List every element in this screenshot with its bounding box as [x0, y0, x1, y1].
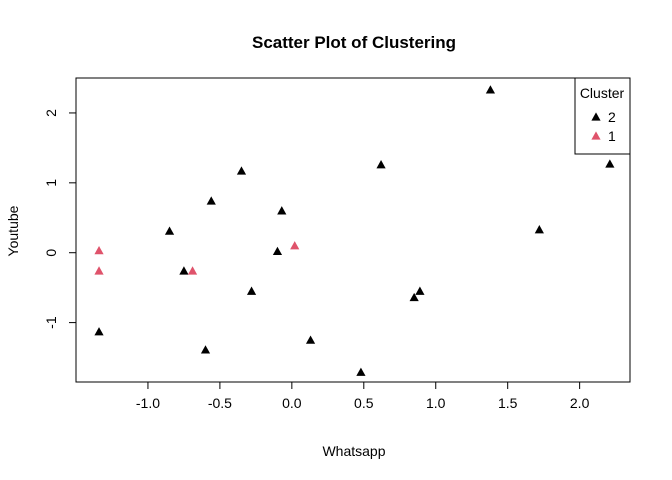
data-point-cluster-1	[290, 241, 300, 250]
data-point-cluster-1	[94, 266, 104, 275]
data-point-cluster-2	[409, 292, 419, 302]
x-tick-label: 0.0	[282, 395, 302, 411]
data-point-cluster-2	[236, 166, 247, 175]
x-axis-label: Whatsapp	[322, 443, 385, 459]
x-tick-label: 0.5	[354, 395, 374, 411]
data-point-cluster-2	[415, 286, 425, 295]
legend-entries: 21	[591, 109, 616, 144]
data-point-cluster-2	[246, 286, 257, 295]
x-tick-label: 1.5	[498, 395, 518, 411]
data-point-cluster-2	[206, 196, 216, 205]
data-point-cluster-2	[179, 266, 189, 275]
data-point-cluster-2	[305, 335, 316, 344]
y-tick-label: -1	[43, 316, 59, 329]
legend-marker-cluster-1	[591, 131, 601, 140]
x-tick-label: 1.0	[426, 395, 446, 411]
data-point-cluster-2	[164, 226, 175, 235]
data-point-cluster-2	[485, 85, 496, 94]
data-point-cluster-2	[277, 206, 287, 215]
y-tick-label: 2	[43, 109, 59, 117]
x-tick-label: 2.0	[570, 395, 590, 411]
data-point-cluster-2	[200, 345, 211, 354]
legend: Cluster 21	[574, 77, 631, 155]
y-axis-label: Youtube	[5, 205, 21, 256]
data-point-cluster-1	[94, 246, 104, 255]
data-points	[94, 85, 615, 376]
y-tick-label: 0	[43, 249, 59, 257]
y-tick-label: 1	[43, 179, 59, 187]
legend-title: Cluster	[580, 85, 625, 101]
x-tick-label: -0.5	[208, 395, 232, 411]
chart-title: Scatter Plot of Clustering	[252, 33, 456, 52]
data-point-cluster-2	[534, 225, 544, 234]
x-tick-label: -1.0	[136, 395, 160, 411]
y-axis: -1 0 1 2	[43, 109, 77, 329]
legend-box	[574, 77, 631, 155]
legend-label: 1	[608, 128, 616, 144]
data-point-cluster-2	[376, 160, 386, 169]
data-point-cluster-2	[272, 246, 283, 255]
data-point-cluster-2	[94, 327, 104, 336]
data-point-cluster-1	[187, 266, 198, 275]
data-point-cluster-2	[605, 159, 615, 168]
legend-label: 2	[608, 109, 616, 125]
data-point-cluster-2	[356, 367, 366, 376]
legend-marker-cluster-2	[591, 112, 601, 121]
x-axis: -1.0 -0.5 0.0 0.5 1.0 1.5 2.0	[136, 381, 590, 411]
plot-area	[75, 77, 631, 383]
